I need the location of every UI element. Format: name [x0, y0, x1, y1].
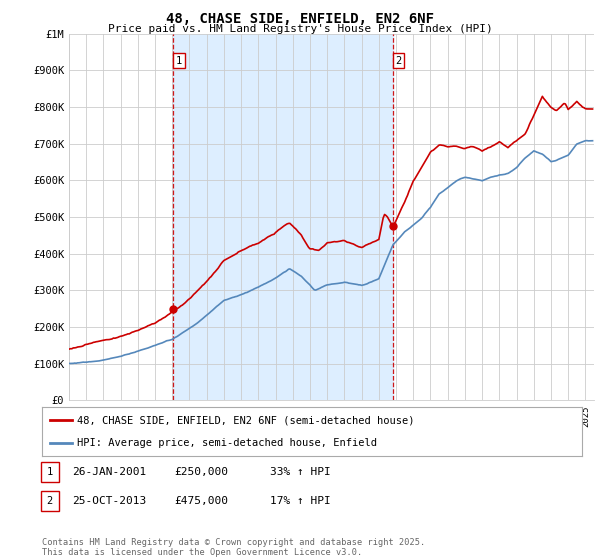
Text: 2: 2: [395, 55, 402, 66]
Text: HPI: Average price, semi-detached house, Enfield: HPI: Average price, semi-detached house,…: [77, 438, 377, 448]
Bar: [173, 34, 393, 400]
Text: £475,000: £475,000: [174, 496, 228, 506]
Text: 1: 1: [47, 467, 53, 477]
Text: 17% ↑ HPI: 17% ↑ HPI: [270, 496, 331, 506]
Text: 26-JAN-2001: 26-JAN-2001: [72, 467, 146, 477]
Text: Contains HM Land Registry data © Crown copyright and database right 2025.
This d: Contains HM Land Registry data © Crown c…: [42, 538, 425, 557]
Text: 25-OCT-2013: 25-OCT-2013: [72, 496, 146, 506]
Text: 1: 1: [176, 55, 182, 66]
Text: 48, CHASE SIDE, ENFIELD, EN2 6NF: 48, CHASE SIDE, ENFIELD, EN2 6NF: [166, 12, 434, 26]
Text: £250,000: £250,000: [174, 467, 228, 477]
Text: 2: 2: [47, 496, 53, 506]
Text: 48, CHASE SIDE, ENFIELD, EN2 6NF (semi-detached house): 48, CHASE SIDE, ENFIELD, EN2 6NF (semi-d…: [77, 416, 415, 426]
Text: 33% ↑ HPI: 33% ↑ HPI: [270, 467, 331, 477]
Text: Price paid vs. HM Land Registry's House Price Index (HPI): Price paid vs. HM Land Registry's House …: [107, 24, 493, 34]
